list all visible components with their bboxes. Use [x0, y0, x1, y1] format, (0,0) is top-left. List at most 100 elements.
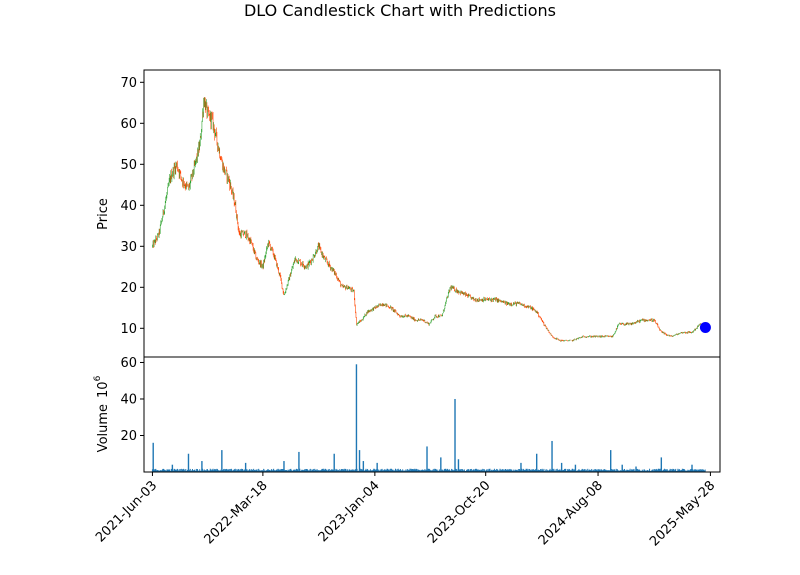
volume-bar [244, 462, 247, 472]
volume-bar [247, 470, 249, 472]
volume-bar [300, 470, 302, 472]
volume-bar [313, 470, 315, 472]
volume-bar [625, 470, 627, 472]
volume-bar [252, 469, 254, 472]
volume-bar [211, 469, 213, 472]
volume-bar [205, 470, 207, 472]
volume-bar [596, 469, 598, 472]
volume-bar [485, 470, 487, 472]
volume-bar [432, 469, 434, 472]
volume-bar [424, 469, 426, 472]
volume-bar [668, 470, 670, 472]
volume-bar [595, 469, 597, 472]
volume-bar [621, 464, 623, 472]
volume-bar [470, 470, 472, 472]
volume-bar [294, 469, 296, 472]
volume-bar [702, 469, 704, 472]
volume-bar [450, 470, 452, 472]
volume-bar [588, 469, 590, 472]
volume-bar [435, 469, 437, 472]
volume-bar [242, 470, 244, 472]
volume-bar [369, 469, 371, 472]
volume-bar [280, 469, 282, 472]
volume-bar [492, 469, 494, 472]
volume-bar [192, 470, 194, 472]
volume-bar [631, 469, 633, 472]
volume-bar [471, 470, 473, 472]
volume-bar [393, 470, 395, 472]
volume-bar [522, 468, 524, 472]
volume-bar [323, 469, 325, 472]
volume-bar [477, 469, 479, 472]
volume-bar [518, 470, 520, 472]
volume-bar [424, 470, 426, 472]
volume-bar [451, 468, 453, 472]
volume-bar [254, 469, 256, 472]
volume-bar [461, 470, 463, 472]
volume-bar [159, 470, 161, 472]
volume-bar [161, 470, 163, 472]
volume-bar [701, 469, 703, 472]
volume-bar [320, 470, 322, 472]
chart-title: DLO Candlestick Chart with Predictions [244, 1, 556, 20]
volume-bar [514, 470, 516, 472]
volume-bar [394, 470, 396, 472]
volume-bar [243, 470, 245, 472]
volume-bar [173, 468, 175, 472]
volume-bar [310, 470, 312, 472]
volume-bar [174, 469, 176, 472]
volume-bar [206, 469, 208, 472]
volume-bar [430, 470, 432, 472]
volume-bar [515, 469, 517, 472]
volume-bar [155, 469, 157, 472]
volume-bar [476, 469, 478, 472]
volume-bar [164, 469, 166, 472]
volume-bar [258, 469, 260, 472]
volume-bar [678, 469, 680, 472]
volume-bar [198, 470, 200, 472]
volume-bar [292, 470, 294, 472]
volume-bar [317, 470, 319, 472]
volume-bar [290, 470, 292, 472]
volume-bar [448, 469, 450, 472]
volume-bar [245, 469, 247, 472]
volume-bar [433, 468, 435, 472]
volume-bar [264, 470, 266, 472]
volume-bar [302, 470, 304, 472]
volume-bar [624, 470, 626, 472]
volume-bar [176, 468, 178, 472]
volume-bar [475, 468, 477, 472]
volume-bar [543, 468, 545, 472]
volume-bar [443, 468, 445, 472]
volume-bar [498, 470, 500, 472]
volume-bar [418, 470, 420, 472]
volume-bar [616, 470, 618, 472]
volume-bar [500, 470, 502, 472]
volume-bar [576, 470, 578, 472]
volume-bar [229, 469, 231, 472]
volume-bar [513, 469, 515, 472]
volume-bar [653, 469, 655, 472]
volume-bar [207, 470, 209, 472]
volume-bar [323, 468, 325, 472]
volume-bar [412, 469, 414, 472]
volume-bar [387, 469, 389, 472]
volume-bar [376, 462, 378, 472]
volume-bar [641, 470, 643, 472]
volume-bar [338, 470, 340, 472]
volume-bar [592, 470, 594, 472]
volume-bar [479, 470, 481, 472]
price-panel: 10 20 30 40 50 60 70 Price [96, 69, 721, 358]
volume-bar [174, 469, 176, 472]
volume-bar [261, 470, 263, 472]
volume-bar [293, 469, 295, 472]
volume-bar [632, 469, 634, 472]
volume-bar [318, 470, 320, 472]
volume-bar [620, 470, 622, 472]
volume-bar [459, 470, 461, 472]
volume-bar [565, 468, 567, 472]
volume-bar [417, 470, 419, 472]
volume-bar [169, 469, 171, 472]
volume-bar [339, 470, 341, 472]
volume-bar [400, 470, 402, 472]
